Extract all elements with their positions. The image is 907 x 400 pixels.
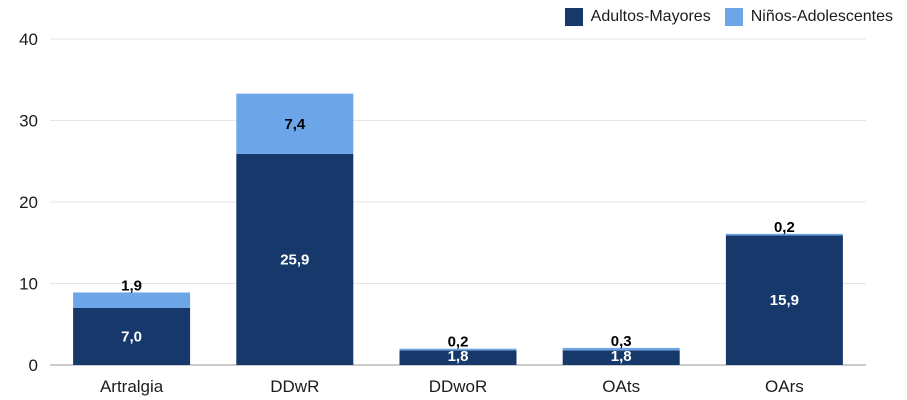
- data-label: 1,8: [448, 348, 469, 365]
- bar-segment-ninos[interactable]: [399, 348, 517, 351]
- data-label: 25,9: [280, 251, 309, 268]
- data-labels: 7,01,925,97,41,80,21,80,315,90,2: [121, 116, 799, 365]
- bars: [73, 93, 843, 365]
- bar-segment-ninos[interactable]: [562, 347, 680, 351]
- legend-swatch-ninos: [724, 8, 743, 26]
- y-tick-label: 20: [19, 193, 38, 212]
- legend-label-ninos: Niños-Adolescentes: [750, 8, 893, 25]
- x-axis: Artralgia DDwR DDwoR OAts OArs: [100, 377, 804, 396]
- x-tick-label: DDwR: [270, 377, 319, 396]
- bar-segment-adultos[interactable]: [236, 153, 354, 365]
- x-tick-label: OAts: [602, 377, 640, 396]
- y-axis: 0 10 20 30 40: [19, 30, 38, 375]
- bar-segment-adultos[interactable]: [399, 350, 517, 365]
- bar-segment-adultos[interactable]: [73, 307, 191, 365]
- data-label: 1,8: [611, 348, 632, 365]
- data-label: 7,0: [121, 328, 142, 345]
- bar-segment-ninos[interactable]: [236, 93, 354, 154]
- data-label: 0,2: [448, 334, 469, 351]
- data-label: 0,3: [611, 333, 632, 350]
- x-tick-label: OArs: [765, 377, 804, 396]
- data-label: 0,2: [774, 219, 795, 236]
- data-label: 1,9: [121, 277, 142, 294]
- data-label: 7,4: [284, 116, 306, 133]
- legend-swatch-adultos: [564, 8, 583, 26]
- bar-segment-adultos[interactable]: [562, 350, 680, 365]
- x-tick-label: Artralgia: [100, 377, 164, 396]
- legend-item-ninos[interactable]: Niños-Adolescentes: [724, 8, 893, 26]
- bar-segment-ninos[interactable]: [73, 292, 191, 308]
- x-tick-label: DDwoR: [429, 377, 488, 396]
- bar-segment-adultos[interactable]: [725, 235, 843, 365]
- legend-label-adultos: Adultos-Mayores: [590, 8, 711, 25]
- data-label: 15,9: [770, 292, 799, 309]
- y-tick-label: 40: [19, 30, 38, 49]
- y-tick-label: 30: [19, 112, 38, 131]
- legend: Adultos-Mayores Niños-Adolescentes: [564, 8, 893, 26]
- legend-item-adultos[interactable]: Adultos-Mayores: [564, 8, 711, 26]
- y-tick-label: 0: [29, 356, 38, 375]
- y-tick-label: 10: [19, 275, 38, 294]
- bar-segment-ninos[interactable]: [725, 233, 843, 236]
